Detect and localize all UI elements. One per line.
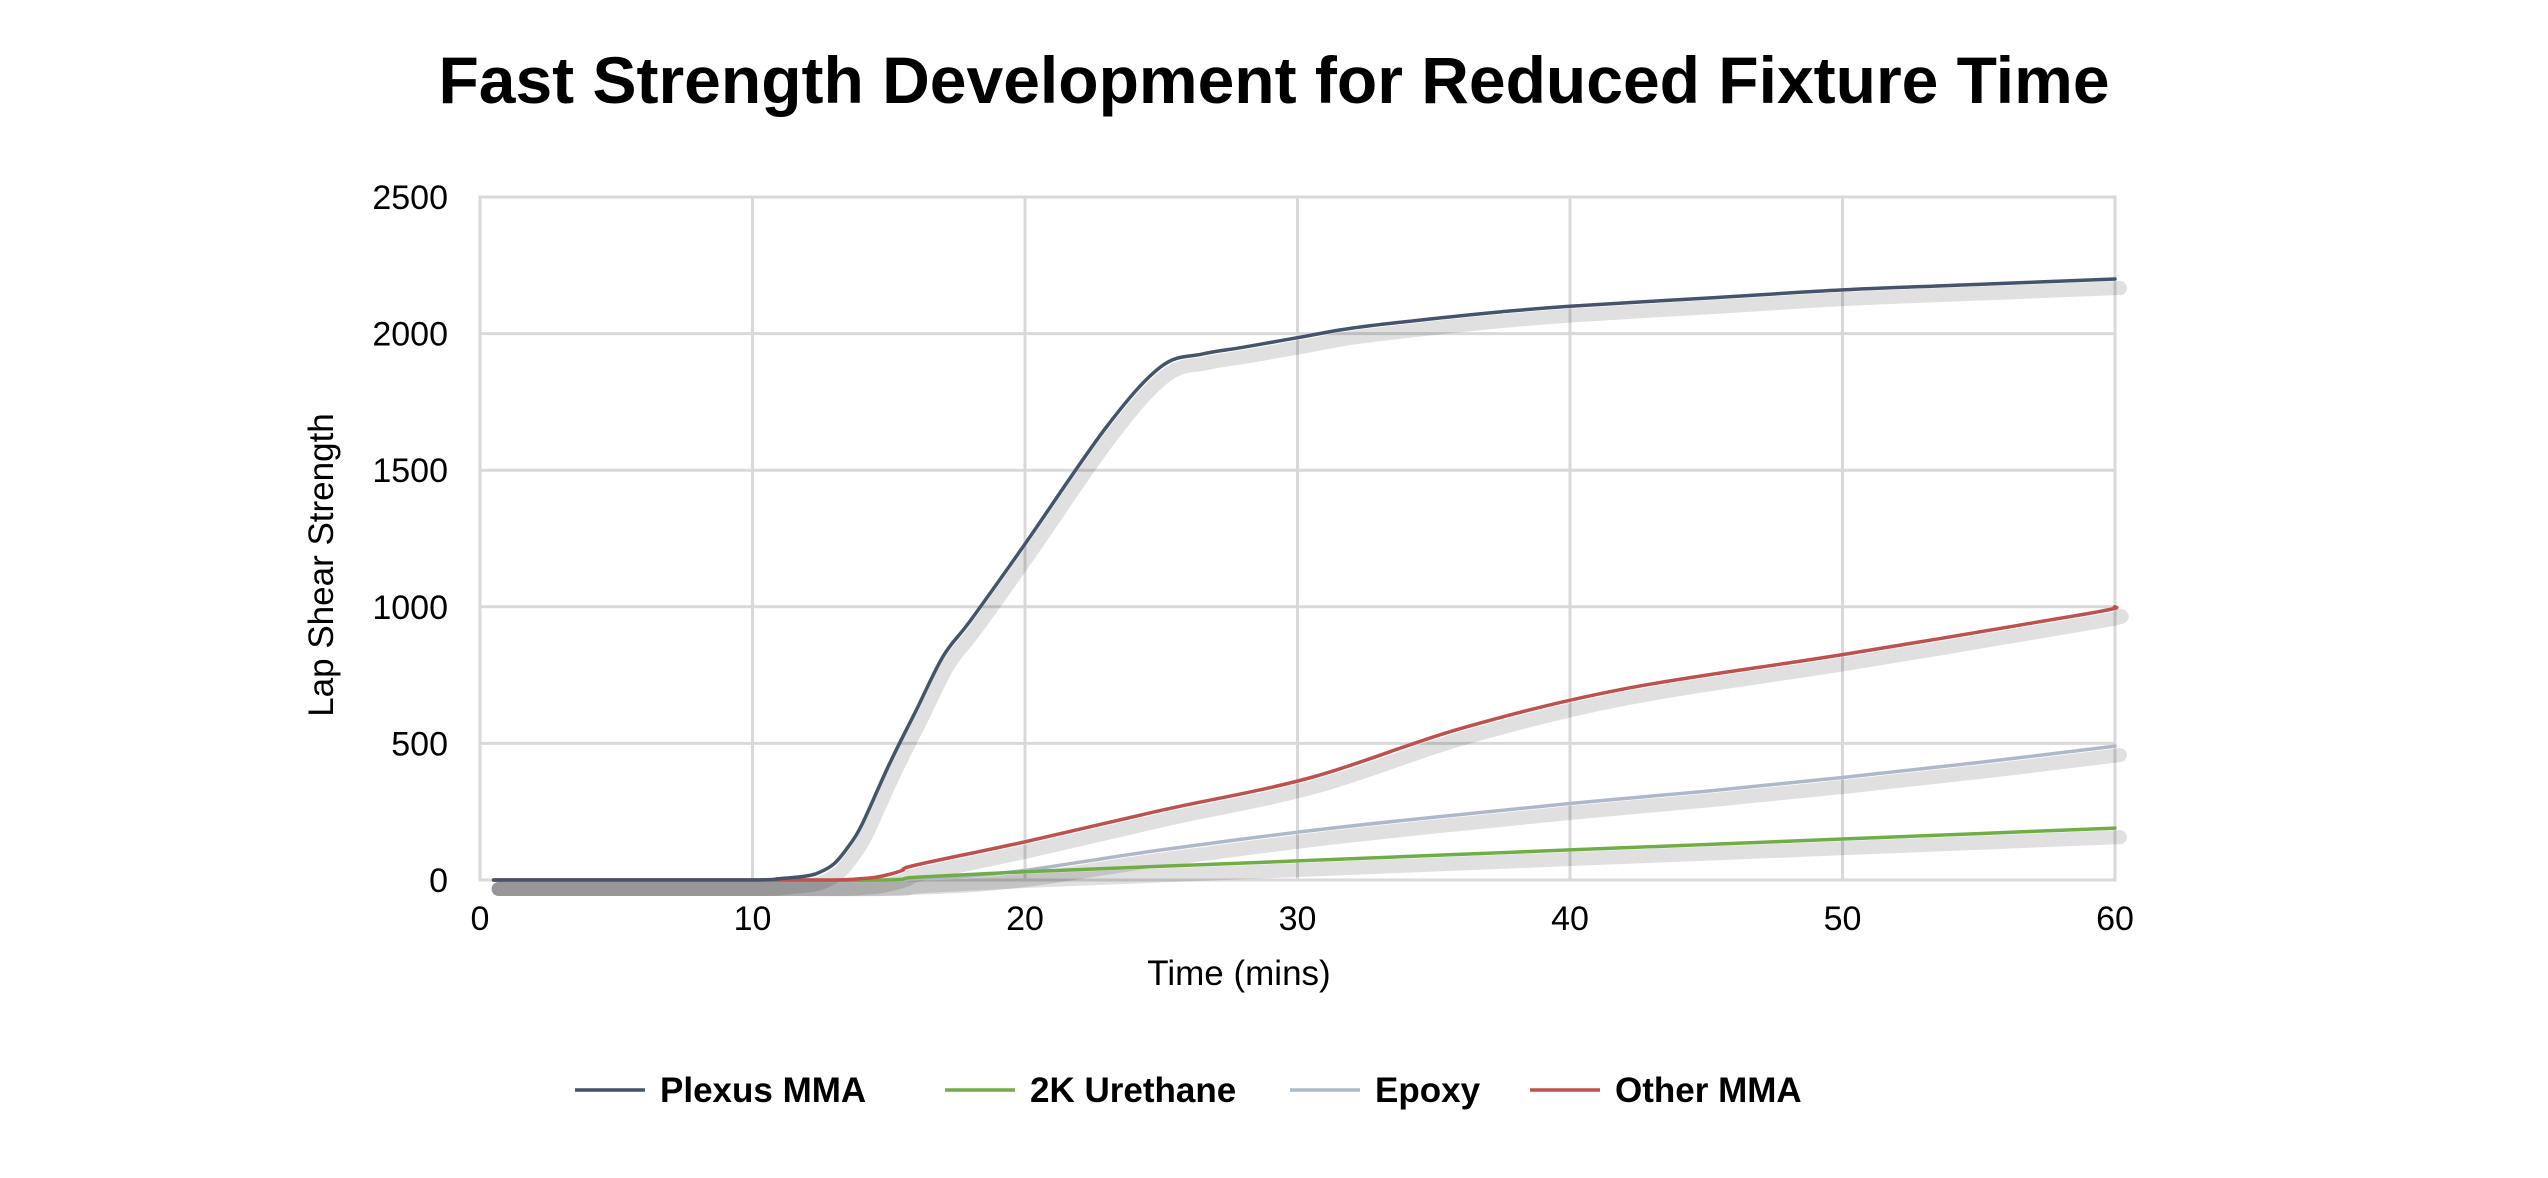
series-shadows [491, 281, 2129, 897]
legend: Plexus MMA 2K Urethane Epoxy Other MMA [575, 1071, 1802, 1110]
x-tick-label: 40 [1551, 900, 1589, 938]
x-axis-tick-labels: 0 10 20 30 40 50 60 [471, 900, 2134, 938]
y-tick-label: 2000 [372, 316, 448, 354]
y-tick-label: 0 [429, 862, 448, 900]
x-axis-title: Time (mins) [1147, 954, 1330, 993]
y-tick-label: 500 [391, 725, 448, 763]
x-tick-label: 20 [1006, 900, 1044, 938]
x-tick-label: 10 [734, 900, 772, 938]
legend-item-other-mma: Other MMA [1530, 1071, 1802, 1110]
series-line-plexus-mma [491, 277, 2117, 882]
legend-label: Plexus MMA [660, 1071, 866, 1110]
plot-area-border [478, 195, 2117, 882]
legend-item-2k-urethane: 2K Urethane [945, 1071, 1236, 1110]
x-tick-label: 0 [471, 900, 490, 938]
x-tick-label: 60 [2096, 900, 2134, 938]
series-shadow-2k-urethane [491, 830, 2127, 897]
x-tick-label: 30 [1279, 900, 1317, 938]
series-line-other-mma [491, 605, 2119, 882]
series-lines [491, 277, 2119, 882]
y-tick-label: 1500 [372, 452, 448, 490]
series-shadow-plexus-mma [491, 281, 2127, 897]
x-tick-label: 50 [1824, 900, 1862, 938]
series-shadow-epoxy [491, 748, 2127, 897]
legend-item-epoxy: Epoxy [1290, 1071, 1481, 1110]
legend-label: 2K Urethane [1030, 1071, 1236, 1110]
legend-label: Other MMA [1615, 1071, 1802, 1110]
chart-title: Fast Strength Development for Reduced Fi… [438, 43, 2109, 117]
y-tick-label: 2500 [372, 179, 448, 217]
y-axis-tick-labels: 0 500 1000 1500 2000 2500 [372, 179, 448, 900]
series-shadow-other-mma [491, 608, 2129, 897]
legend-item-plexus-mma: Plexus MMA [575, 1071, 866, 1110]
y-tick-label: 1000 [372, 589, 448, 627]
legend-label: Epoxy [1375, 1071, 1481, 1110]
y-axis-title: Lap Shear Strength [302, 413, 341, 717]
